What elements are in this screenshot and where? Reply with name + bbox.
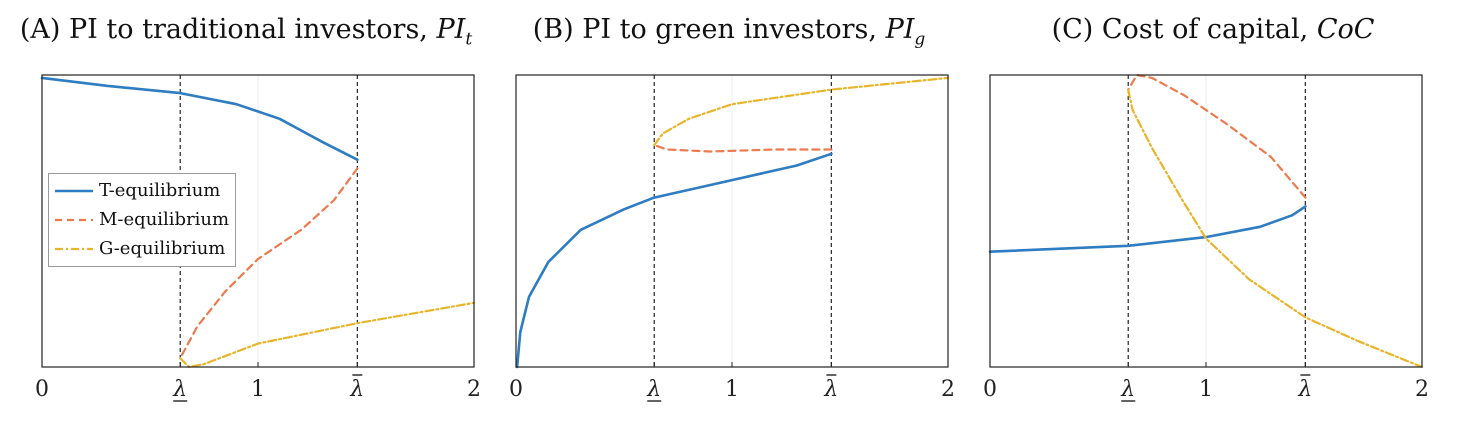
panel-b-series-m-equilibrium	[654, 145, 831, 151]
panel-c-xtick-label-0: 0	[983, 377, 997, 402]
legend-label-g: G-equilibrium	[99, 238, 225, 259]
panel-a-series-g-equilibrium	[180, 303, 474, 367]
panel-a-series-t-equilibrium	[42, 78, 357, 160]
legend-label-m: M-equilibrium	[99, 209, 229, 230]
legend: T-equilibrium M-equilibrium G-equilibriu…	[48, 173, 236, 267]
panel-b-xtick-label-0: 0	[509, 377, 523, 402]
panel-c-series-m-equilibrium	[1128, 75, 1305, 198]
panel-a-xtick-label-2: 1	[251, 377, 265, 402]
panel-c-xtick-label-3: λ	[1297, 377, 1312, 402]
panel-c-xtick-label-4: 2	[1415, 377, 1429, 402]
panel-b-xtick-label-2: 1	[725, 377, 739, 402]
legend-label-t: T-equilibrium	[99, 180, 220, 201]
panel-c-series-g-equilibrium	[1128, 90, 1422, 367]
panel-b-series-t-equilibrium	[517, 154, 831, 367]
panel-c-xtick-label-1: λ	[1120, 377, 1135, 402]
legend-line-t-icon	[55, 186, 93, 196]
panel-b-xtick-label-4: 2	[941, 377, 955, 402]
panel-b-series-g-equilibrium	[654, 78, 948, 145]
legend-item-g: G-equilibrium	[55, 234, 229, 263]
panel-c-xtick-label-2: 1	[1199, 377, 1213, 402]
panel-b-xtick-label-1: λ	[646, 377, 661, 402]
legend-line-g-icon	[55, 244, 93, 254]
legend-item-t: T-equilibrium	[55, 176, 229, 205]
panel-a-xtick-label-4: 2	[467, 377, 481, 402]
legend-item-m: M-equilibrium	[55, 205, 229, 234]
panel-c-series-t-equilibrium	[990, 206, 1305, 251]
panel-b-xtick-label-3: λ	[823, 377, 838, 402]
panel-a-xtick-label-3: λ	[349, 377, 364, 402]
legend-line-m-icon	[55, 215, 93, 225]
panel-a-xtick-label-0: 0	[35, 377, 49, 402]
panel-a-xtick-label-1: λ	[172, 377, 187, 402]
